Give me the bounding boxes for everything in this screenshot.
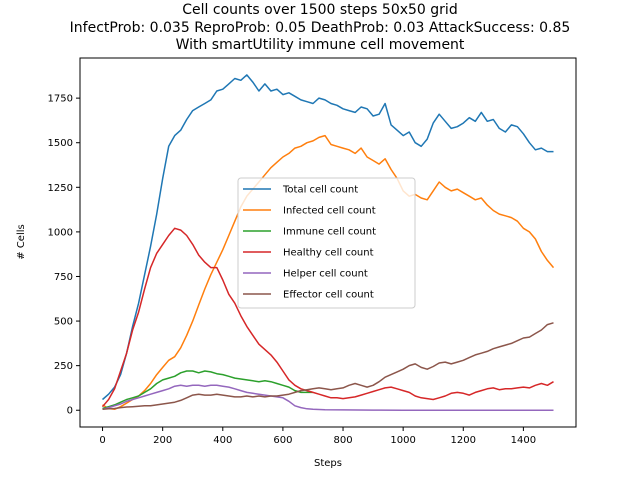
y-tick-label: 1000 [48,227,73,238]
x-tick-label: 1200 [451,435,476,446]
y-tick-label: 1250 [48,183,73,194]
chart-title: Cell counts over 1500 steps 50x50 grid I… [70,2,571,53]
chart-title-line-2: InfectProb: 0.035 ReproProb: 0.05 DeathP… [70,20,571,36]
x-tick-label: 1400 [511,435,536,446]
x-axis-label: Steps [314,458,342,469]
y-axis-ticks: 0 250 500 750 1000 1250 1500 1750 [48,94,80,417]
series-line-immune-cell-count [102,370,313,410]
y-axis-label: # Cells [16,224,27,259]
x-tick-label: 800 [333,435,352,446]
legend-label: Helper cell count [283,269,368,280]
y-tick-label: 250 [54,361,73,372]
legend-box [237,177,416,309]
x-axis-ticks: 0 200 400 600 800 1000 1200 1400 [99,427,536,446]
series-line-infected-cell-count [102,134,555,411]
series-line-healthy-cell-count [101,227,554,408]
y-tick-label: 750 [54,272,73,283]
plot-area-frame [79,57,577,428]
y-tick-label: 1750 [48,94,73,105]
legend-label: Healthy cell count [283,248,374,259]
chart-legend: Total cell count Infected cell count Immun… [237,177,416,309]
series-line-helper-cell-count [102,384,554,411]
x-tick-label: 400 [213,435,232,446]
series-line-total-cell-count [102,74,554,401]
x-tick-label: 1000 [390,435,415,446]
x-tick-label: 0 [99,435,105,446]
series-lines [101,74,555,411]
legend-label: Infected cell count [283,206,376,217]
y-tick-label: 0 [67,406,73,417]
legend-label: Total cell count [282,185,358,196]
x-tick-label: 200 [153,435,172,446]
chart-title-line-3: With smartUtility immune cell movement [176,37,465,53]
y-tick-label: 500 [54,317,73,328]
series-line-effector-cell-count [102,322,554,411]
x-tick-label: 600 [273,435,292,446]
legend-label: Immune cell count [283,227,376,238]
chart-title-line-1: Cell counts over 1500 steps 50x50 grid [182,2,457,18]
y-tick-label: 1500 [48,138,73,149]
legend-label: Effector cell count [283,290,374,301]
